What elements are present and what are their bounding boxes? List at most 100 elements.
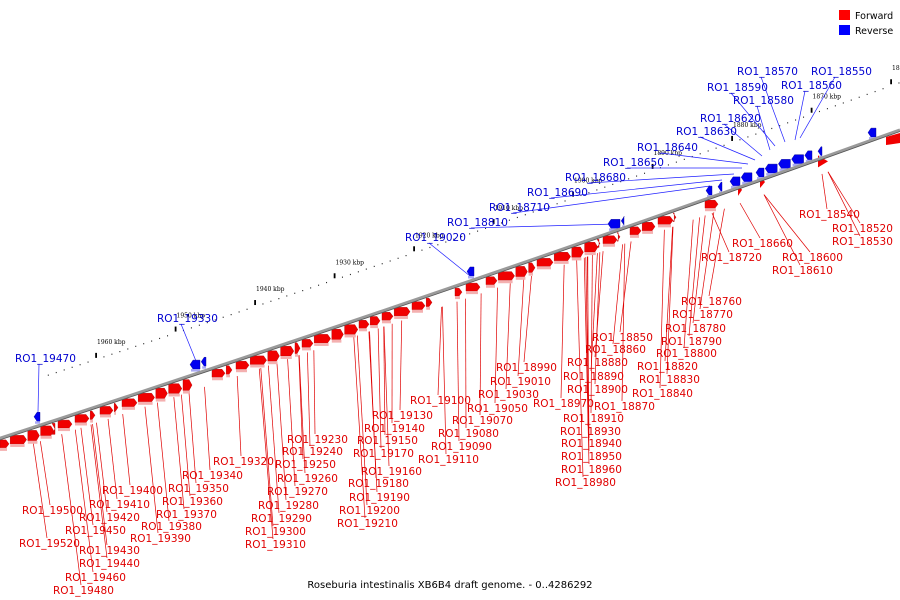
- forward-gene-label: RO1_19430: [79, 545, 140, 557]
- forward-gene-shadow: [359, 328, 367, 332]
- minor-tick: [286, 295, 288, 297]
- kbp-tick: [651, 163, 654, 169]
- minor-tick: [580, 194, 582, 197]
- forward-label-leader: [590, 253, 598, 372]
- forward-gene: [27, 430, 40, 441]
- kbp-tick-label: 1880 kbp: [733, 122, 762, 129]
- forward-gene: [51, 423, 56, 435]
- forward-gene-label: RO1_19100: [410, 395, 471, 407]
- forward-label-leader: [92, 423, 108, 546]
- forward-gene-shadow: [0, 447, 7, 451]
- reverse-gene-label: RO1_19470: [15, 353, 76, 365]
- forward-gene-label: RO1_18900: [567, 384, 628, 396]
- forward-label-leader: [587, 256, 590, 439]
- forward-label-leader: [590, 254, 593, 414]
- reverse-gene: [791, 154, 804, 164]
- reverse-gene: [729, 176, 741, 187]
- forward-gene: [57, 419, 73, 429]
- reverse-gene-label: RO1_19330: [157, 313, 218, 325]
- forward-gene-label: RO1_18880: [567, 357, 628, 369]
- minor-tick: [63, 369, 65, 371]
- forward-gene: [886, 133, 900, 146]
- forward-label-leader: [456, 301, 460, 442]
- forward-label-leader: [188, 392, 197, 484]
- minor-tick: [119, 351, 121, 353]
- forward-gene-label: RO1_19390: [130, 533, 191, 545]
- forward-gene: [454, 287, 463, 297]
- kbp-tick: [413, 246, 415, 252]
- minor-tick: [262, 303, 264, 305]
- forward-gene-label: RO1_18910: [563, 413, 624, 425]
- forward-gene-shadow: [75, 422, 87, 426]
- minor-tick: [214, 319, 216, 321]
- forward-gene-shadow: [630, 234, 639, 238]
- forward-label-leader: [708, 208, 725, 297]
- minor-tick: [779, 125, 781, 127]
- minor-tick: [421, 249, 423, 251]
- forward-gene-label: RO1_18780: [665, 323, 726, 335]
- minor-tick: [190, 327, 192, 329]
- forward-label-leader: [353, 336, 366, 519]
- minor-tick: [532, 211, 534, 213]
- forward-gene-shadow: [122, 406, 135, 410]
- forward-gene-label: RO1_19310: [245, 539, 306, 551]
- forward-gene-label: RO1_19080: [438, 428, 499, 440]
- forward-gene: [155, 387, 168, 399]
- forward-gene-label: RO1_19450: [65, 525, 126, 537]
- forward-gene: [168, 383, 183, 394]
- forward-label-leader: [33, 443, 48, 539]
- forward-gene-label: RO1_19070: [452, 415, 513, 427]
- minor-tick: [294, 292, 296, 294]
- kbp-ticks: 1860 kbp 1870 kbp 1880 kbp 1890 kbp 1900 kbp…: [47, 65, 900, 376]
- forward-gene: [465, 282, 481, 292]
- forward-label-leader: [204, 386, 211, 471]
- forward-gene-shadow: [498, 280, 513, 284]
- reverse-gene-label: RO1_18550: [811, 66, 872, 78]
- minor-tick: [127, 348, 129, 350]
- forward-gene-shadow: [571, 257, 582, 261]
- minor-tick: [628, 178, 630, 180]
- forward-gene: [211, 369, 226, 378]
- forward-gene-label: RO1_19180: [348, 478, 409, 490]
- forward-gene-label: RO1_18830: [639, 374, 700, 386]
- forward-gene-label: RO1_19050: [467, 403, 528, 415]
- label-leader-lines: [33, 76, 861, 586]
- minor-tick: [405, 254, 407, 257]
- forward-label-leader: [494, 287, 498, 404]
- forward-label-leader: [80, 427, 94, 526]
- minor-tick: [795, 119, 797, 121]
- reverse-gene-label: RO1_18680: [565, 172, 626, 184]
- forward-gene-label: RO1_19130: [372, 410, 433, 422]
- forward-label-leader: [39, 441, 51, 506]
- reverse-label-leader: [760, 76, 786, 143]
- minor-tick: [874, 90, 876, 93]
- forward-label-leader: [827, 171, 861, 224]
- forward-label-leader: [664, 226, 673, 362]
- minor-tick: [596, 189, 598, 191]
- minor-tick: [397, 257, 399, 259]
- forward-label-leader: [173, 397, 185, 510]
- forward-gene: [280, 346, 295, 357]
- forward-label-leader: [298, 355, 306, 474]
- forward-label-leader: [683, 219, 694, 349]
- genome-backbone-shadow: [0, 131, 900, 441]
- forward-gene-label: RO1_19010: [490, 376, 551, 388]
- reverse-gene-label: RO1_18560: [781, 80, 842, 92]
- reverse-gene-label: RO1_18590: [707, 82, 768, 94]
- minor-tick: [485, 227, 487, 230]
- reverse-gene: [817, 146, 823, 156]
- minor-tick: [826, 108, 828, 110]
- forward-gene-label: RO1_19030: [478, 389, 539, 401]
- forward-gene-label: RO1_18930: [560, 426, 621, 438]
- forward-gene-label: RO1_19270: [267, 486, 328, 498]
- forward-label-leader: [313, 350, 316, 435]
- forward-gene-label: RO1_19260: [277, 473, 338, 485]
- forward-gene: [294, 342, 301, 354]
- forward-label-leader: [377, 328, 382, 449]
- kbp-tick: [174, 326, 177, 332]
- forward-label-leader: [505, 283, 511, 390]
- forward-label-leader: [144, 406, 159, 534]
- forward-label-leader: [666, 226, 674, 375]
- forward-gene-label: RO1_19160: [361, 466, 422, 478]
- forward-gene-shadow: [370, 325, 378, 329]
